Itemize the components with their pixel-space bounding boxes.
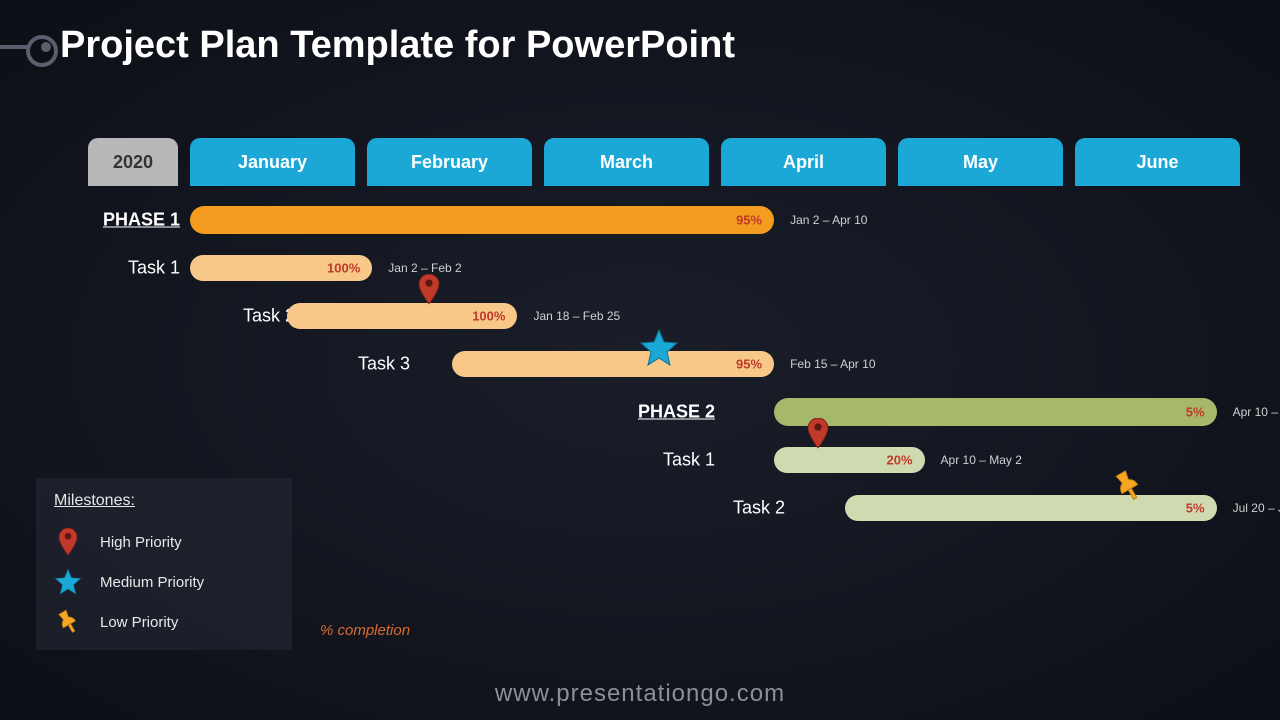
phase-row: PHASE 1 95% Jan 2 – Apr 10 (0, 196, 1280, 244)
bar-dates: Jan 2 – Apr 10 (790, 213, 867, 227)
bar-dates: Feb 15 – Apr 10 (790, 357, 875, 371)
task-row: Task 1 20% Apr 10 – May 2 (0, 436, 1280, 484)
task-label: Task 2 (733, 498, 785, 519)
bar-percent: 100% (327, 261, 360, 276)
bar-dates: Jan 18 – Feb 25 (533, 309, 620, 323)
completion-note: % completion (320, 622, 410, 639)
legend-item: High Priority (54, 522, 274, 562)
bar-percent: 5% (1186, 405, 1205, 420)
bar-percent: 100% (472, 309, 505, 324)
bar-dates: Jul 20 – Jun 10 (1233, 501, 1280, 515)
legend-label: Low Priority (100, 614, 178, 631)
month-tab: April (721, 138, 886, 186)
gantt-bar: 20% (774, 447, 924, 473)
bar-dates: Apr 10 – May 2 (941, 453, 1022, 467)
bar-dates: Apr 10 – Jun 10 (1233, 405, 1280, 419)
task-label: Task 1 (128, 258, 180, 279)
gantt-bar: 100% (287, 303, 517, 329)
bar-percent: 20% (887, 453, 913, 468)
gantt-bar: 95% (452, 351, 774, 377)
gantt-bar: 5% (774, 398, 1217, 426)
legend-label: High Priority (100, 534, 182, 551)
task-label: Task 1 (663, 450, 715, 471)
month-tab: June (1075, 138, 1240, 186)
footer-url: www.presentationgo.com (0, 680, 1280, 708)
month-tab: March (544, 138, 709, 186)
task-row: Task 1 100% Jan 2 – Feb 2 (0, 244, 1280, 292)
pushpin-icon (1110, 468, 1146, 509)
bar-dates: Jan 2 – Feb 2 (388, 261, 461, 275)
legend-title: Milestones: (54, 492, 274, 510)
task-row: Task 3 95% Feb 15 – Apr 10 (0, 340, 1280, 388)
star-icon (639, 328, 679, 373)
legend-label: Medium Priority (100, 574, 204, 591)
bar-percent: 95% (736, 213, 762, 228)
month-tab: January (190, 138, 355, 186)
timeline-header: 2020 JanuaryFebruaryMarchAprilMayJune (88, 138, 1240, 186)
star-icon (54, 568, 82, 596)
gantt-bar: 95% (190, 206, 774, 234)
legend-box: Milestones: High Priority Medium Priority… (36, 478, 292, 650)
gantt-bar: 5% (845, 495, 1217, 521)
phase-row: PHASE 2 5% Apr 10 – Jun 10 (0, 388, 1280, 436)
pin-icon (807, 418, 829, 454)
phase-label: PHASE 2 (638, 402, 715, 423)
pushpin-icon (54, 608, 82, 636)
gantt-bar: 100% (190, 255, 372, 281)
phase-label: PHASE 1 (103, 210, 180, 231)
year-tab: 2020 (88, 138, 178, 186)
bar-percent: 95% (736, 357, 762, 372)
page-title: Project Plan Template for PowerPoint (60, 24, 735, 67)
pin-icon (418, 274, 440, 310)
pin-icon (54, 528, 82, 556)
legend-item: Medium Priority (54, 562, 274, 602)
title-decoration-icon (0, 45, 40, 49)
bar-percent: 5% (1186, 501, 1205, 516)
month-tab: May (898, 138, 1063, 186)
legend-item: Low Priority (54, 602, 274, 642)
task-label: Task 3 (358, 354, 410, 375)
month-tab: February (367, 138, 532, 186)
